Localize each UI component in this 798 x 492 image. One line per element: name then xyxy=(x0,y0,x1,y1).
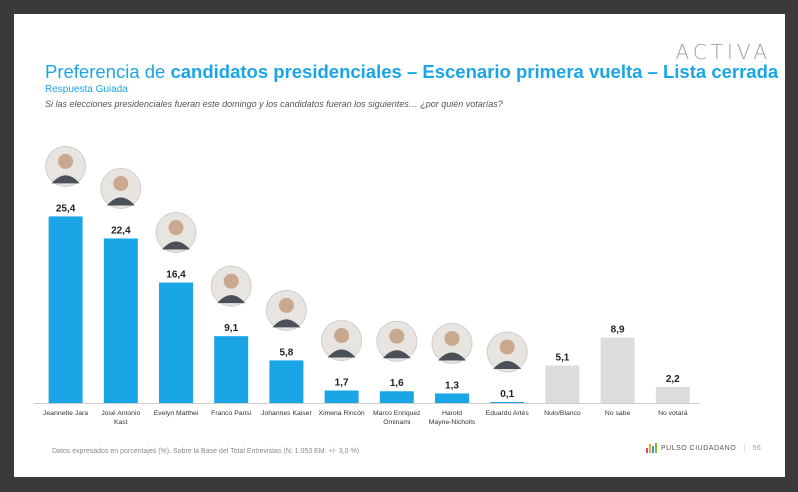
value-label: 22,4 xyxy=(111,225,131,236)
category-label: No sabe xyxy=(605,410,631,417)
category-label: Ximena Rincón xyxy=(319,410,365,417)
slide: ACTIVA Preferencia de candidatos preside… xyxy=(14,14,785,477)
category-label: Evelyn Matthei xyxy=(154,410,199,417)
category-label: José Antonio xyxy=(101,410,140,417)
category-label: Nulo/Blanco xyxy=(544,410,581,417)
candidate-photo-icon xyxy=(100,167,142,209)
candidate-photo-icon xyxy=(431,322,473,364)
candidate-photo-icon xyxy=(155,212,197,254)
value-label: 8,9 xyxy=(611,325,625,336)
value-label: 5,1 xyxy=(555,353,569,364)
brand-logo: ACTIVA xyxy=(675,40,771,64)
value-label: 0,1 xyxy=(500,389,514,400)
page-number: 56 xyxy=(752,444,762,452)
bar xyxy=(600,337,635,403)
bar xyxy=(214,336,249,403)
candidate-photo-icon xyxy=(265,289,307,331)
footer-note: Datos expresados en porcentajes (%). Sob… xyxy=(52,448,360,455)
category-label: Johannes Kaiser xyxy=(261,410,312,417)
category-label: Mayne-Nicholls xyxy=(429,419,476,426)
candidate-photo-icon xyxy=(321,320,363,362)
value-label: 2,2 xyxy=(666,374,680,385)
category-label: Franco Parisi xyxy=(211,410,252,417)
category-label: No votará xyxy=(658,410,688,417)
bar xyxy=(545,365,580,403)
bar xyxy=(48,216,83,403)
bar xyxy=(435,393,469,403)
value-label: 1,6 xyxy=(390,378,404,389)
category-label: Kast xyxy=(114,419,128,426)
value-label: 5,8 xyxy=(279,347,293,358)
value-label: 1,7 xyxy=(335,378,349,389)
candidate-photo-icon xyxy=(486,331,528,373)
bar-chart: 25,4 Jeannette Jara 22,4 José Antonio Kast 16… xyxy=(34,145,701,426)
survey-question: Si las elecciones presidenciales fueran … xyxy=(45,99,503,109)
title-prefix: Preferencia de xyxy=(45,61,171,82)
category-label: Jeannette Jara xyxy=(43,410,88,417)
bar xyxy=(490,402,525,403)
category-label: Harold xyxy=(442,410,462,417)
candidate-photo-icon xyxy=(210,265,252,307)
logo-bars-icon xyxy=(646,443,657,453)
bar xyxy=(655,386,690,403)
candidate-photo-icon xyxy=(376,320,418,362)
bar xyxy=(159,282,193,403)
page-title: Preferencia de candidatos presidenciales… xyxy=(45,61,778,83)
candidate-photo-icon xyxy=(45,145,87,187)
category-label: Marco Enriquez xyxy=(373,410,421,417)
value-label: 16,4 xyxy=(166,270,186,281)
value-label: 1,3 xyxy=(445,380,459,391)
bar xyxy=(324,390,359,403)
title-bold: candidatos presidenciales – Escenario pr… xyxy=(170,61,779,82)
category-label: Eduardo Artés xyxy=(486,410,530,417)
category-label: Ominami xyxy=(383,419,411,426)
bar xyxy=(379,391,414,403)
page-subtitle: Respuesta Guiada xyxy=(45,84,128,95)
logo-text: PULSO CIUDADANO xyxy=(661,444,737,452)
value-label: 25,4 xyxy=(56,203,76,214)
value-label: 9,1 xyxy=(224,323,238,334)
bar xyxy=(103,238,138,403)
bar xyxy=(269,360,304,403)
pulso-ciudadano-logo: PULSO CIUDADANO | 56 xyxy=(646,443,761,453)
footer-separator: | xyxy=(743,444,746,452)
